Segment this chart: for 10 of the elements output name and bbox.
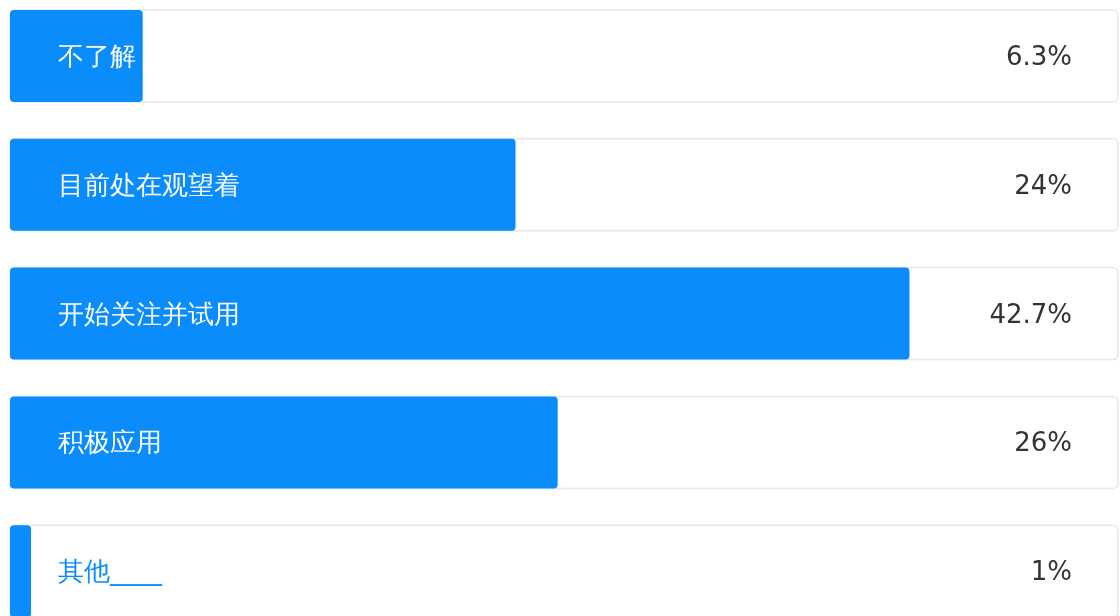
data-label: 1% [1030,556,1072,587]
y-tick-label: 其他____ [58,556,163,587]
data-label: 24% [1014,169,1072,200]
y-tick-label: 开始关注并试用 [58,298,240,329]
data-label: 42.7% [989,298,1072,329]
y-tick-label: 不了解 [58,41,136,71]
data-label: 26% [1014,427,1072,458]
y-tick-label: 积极应用 [58,427,162,458]
data-label: 6.3% [1005,41,1072,71]
y-tick-label: 目前处在观望着 [58,169,240,200]
